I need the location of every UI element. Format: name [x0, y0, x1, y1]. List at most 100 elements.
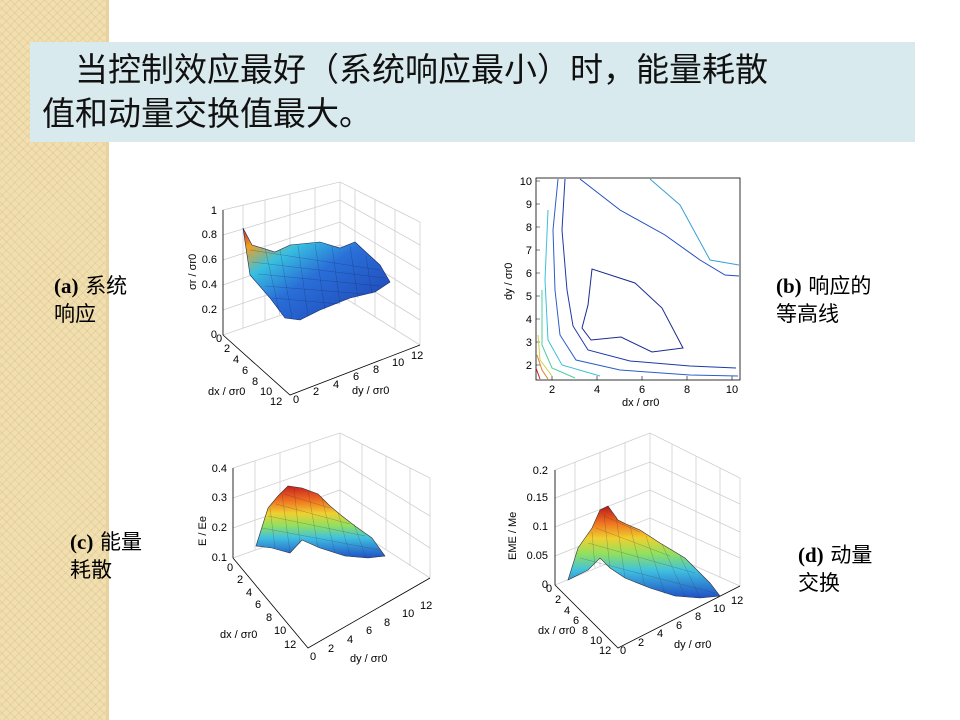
plot-b-ytick: 6 — [526, 268, 532, 280]
caption-d-tag: (d) — [798, 543, 824, 567]
plot-d-ztick: 0.2 — [533, 465, 548, 477]
plot-c-ylabel: dy / σr0 — [350, 653, 387, 665]
plot-a-xtick: 6 — [242, 365, 248, 377]
plot-d-xtick: 4 — [564, 605, 570, 617]
plot-d-ytick: 0 — [620, 645, 626, 657]
plot-b-ytick: 3 — [526, 337, 532, 349]
plot-a-ztick: 0.8 — [202, 229, 217, 241]
plot-b-contour-line — [544, 209, 601, 377]
plot-a-ztick: 0.4 — [202, 279, 217, 291]
plot-d-xtick: 12 — [599, 645, 611, 657]
plot-b-contour-line — [581, 268, 684, 353]
plot-a-ytick: 2 — [313, 386, 319, 398]
title-line-1: 当控制效应最好（系统响应最小）时，能量耗散 — [42, 50, 768, 89]
plot-d-xtick: 10 — [590, 635, 602, 647]
plot-c-zlabel: E / Ee — [197, 516, 209, 546]
plot-c-ztick: 0.3 — [212, 492, 227, 504]
plot-c-xtick: 10 — [274, 625, 286, 637]
plot-a-ytick: 10 — [392, 357, 404, 369]
title-line-2: 值和动量交换值最大。 — [42, 94, 372, 133]
plot-b-contour-line — [561, 178, 737, 369]
plot-b-contour: 10 9 8 7 6 5 4 3 2 2 4 6 8 10 dx / σr0 d… — [503, 176, 741, 409]
plot-d-ytick: 12 — [731, 595, 743, 607]
caption-a-tag: (a) — [54, 274, 79, 298]
plot-c-xtick: 4 — [246, 587, 252, 599]
plot-b-contour-line — [552, 178, 739, 377]
plot-a-xtick: 8 — [252, 376, 258, 388]
plot-b-xtick: 6 — [639, 384, 645, 396]
caption-a-line-1: 系统 — [85, 274, 128, 298]
plot-b-contour-line — [535, 367, 541, 380]
plot-a-ylabel: dy / σr0 — [352, 385, 389, 397]
plot-b-xtick: 8 — [684, 384, 690, 396]
plot-a-ytick: 4 — [333, 379, 339, 391]
plot-a-ztick: 0.2 — [202, 304, 217, 316]
plot-d-ztick: 0 — [542, 579, 548, 591]
plot-c-energy-surface: 0.1 0.2 0.3 0.4 E / Ee 0 2 4 6 8 10 12 d… — [197, 432, 432, 665]
plot-b-contour-line — [536, 354, 549, 380]
plot-b-contour-line — [579, 178, 740, 277]
plot-a-xtick: 2 — [224, 343, 230, 355]
plot-b-ytick: 7 — [526, 245, 532, 257]
plot-a-zlabel: σr / σr0 — [187, 254, 199, 290]
plot-b-contour-line — [537, 334, 553, 377]
plot-c-ytick: 2 — [328, 643, 334, 655]
plot-c-ztick: 0.4 — [212, 463, 227, 475]
caption-c-line-2: 耗散 — [70, 558, 112, 582]
plot-d-ylabel: dy / σr0 — [674, 639, 711, 651]
plot-a-surface — [242, 227, 391, 321]
plot-c-xtick: 6 — [255, 599, 261, 611]
caption-a: (a) 系统 响应 — [54, 272, 127, 328]
plot-c-xtick: 2 — [237, 574, 243, 586]
plot-c-xtick: 0 — [227, 562, 233, 574]
plot-d-xtick: 8 — [582, 625, 588, 637]
plot-b-ytick: 8 — [526, 222, 532, 234]
title-box: 当控制效应最好（系统响应最小）时，能量耗散 值和动量交换值最大。 — [30, 42, 915, 142]
plot-c-xtick: 12 — [284, 639, 296, 651]
plot-c-ztick: 0.1 — [212, 552, 227, 564]
plot-a-xtick: 12 — [270, 396, 282, 408]
plot-a-response-surface: 0 0.2 0.4 0.6 0.8 1 σr / σr0 0 2 4 6 8 1… — [187, 181, 423, 408]
plot-c-ytick: 8 — [384, 617, 390, 629]
plot-d-zlabel: EME / Me — [507, 512, 519, 560]
plot-a-ztick: 1 — [211, 205, 217, 217]
plot-a-ytick: 12 — [411, 350, 423, 362]
plot-c-xtick: 8 — [266, 612, 272, 624]
plot-a-ytick: 6 — [353, 371, 359, 383]
plot-a-xtick: 10 — [260, 386, 272, 398]
plot-d-ytick: 10 — [713, 603, 725, 615]
side-strip-edge — [106, 0, 109, 720]
plot-d-surface — [567, 505, 721, 599]
plot-b-contour-line — [541, 290, 576, 379]
plot-b-xtick: 10 — [726, 384, 738, 396]
plot-d-ztick: 0.15 — [527, 492, 548, 504]
plot-d-ytick: 6 — [676, 620, 682, 632]
plot-b-ylabel: dy / σr0 — [503, 263, 515, 300]
caption-c-tag: (c) — [70, 530, 94, 554]
plot-a-ytick: 0 — [293, 394, 299, 406]
caption-d-line-1: 动量 — [830, 543, 873, 567]
caption-b-line-2: 等高线 — [776, 302, 839, 326]
plot-c-ytick: 10 — [402, 608, 414, 620]
plot-c-xlabel: dx / σr0 — [220, 629, 257, 641]
plot-a-xtick: 4 — [233, 354, 239, 366]
caption-d: (d) 动量 交换 — [798, 541, 872, 597]
plot-b-ytick: 10 — [520, 176, 532, 188]
plot-d-ytick: 8 — [695, 611, 701, 623]
plot-d-ztick: 0.1 — [533, 521, 548, 533]
plot-a-ytick: 8 — [373, 364, 379, 376]
plot-d-xtick: 0 — [546, 583, 552, 595]
plot-b-xtick: 2 — [549, 384, 555, 396]
plot-b-contour-line — [649, 178, 740, 266]
plot-d-ytick: 4 — [657, 628, 663, 640]
plot-c-ztick: 0.2 — [212, 522, 227, 534]
plot-c-ytick: 6 — [366, 625, 372, 637]
plot-d-xtick: 6 — [573, 615, 579, 627]
caption-c-line-1: 能量 — [100, 530, 142, 554]
plot-c-ytick: 4 — [347, 634, 353, 646]
caption-a-line-2: 响应 — [54, 302, 96, 326]
plot-d-xtick: 2 — [555, 594, 561, 606]
plot-a-xlabel: dx / σr0 — [208, 386, 245, 398]
plot-b-ytick: 9 — [526, 199, 532, 211]
plot-b-ytick: 4 — [526, 314, 532, 326]
